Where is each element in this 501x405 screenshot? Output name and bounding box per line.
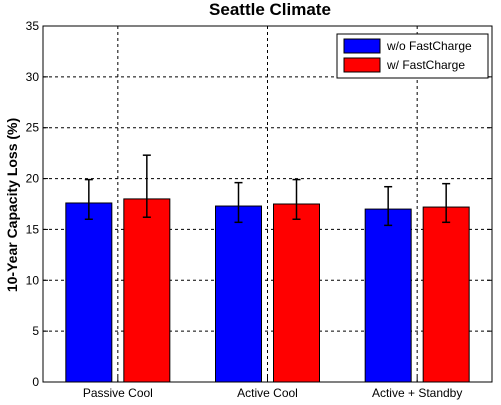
bar-with-fastcharge (422, 206, 470, 383)
plot-area: 0 5 10 15 20 25 30 35 Passive Cool Active Cool Act… (26, 19, 493, 400)
y-tick-label: 30 (26, 70, 40, 84)
bar-without-fastcharge (364, 208, 412, 383)
legend-swatch (343, 57, 381, 73)
bar-without-fastcharge (65, 202, 113, 383)
y-tick-label: 10 (26, 273, 40, 287)
x-tick-label: Active + Standby (372, 386, 462, 400)
bar-with-fastcharge (123, 198, 171, 383)
y-tick-label: 20 (26, 172, 40, 186)
chart-title: Seattle Climate (209, 0, 331, 19)
legend-swatch (343, 38, 381, 54)
y-tick-label: 35 (26, 19, 40, 33)
y-tick-label: 25 (26, 121, 40, 135)
x-tick-label: Passive Cool (83, 386, 153, 400)
y-tick-label: 15 (26, 222, 40, 236)
plot-frame (42, 25, 493, 383)
legend-label: w/ FastCharge (386, 58, 465, 72)
legend-label: w/o FastCharge (386, 39, 472, 53)
bar-without-fastcharge (215, 205, 262, 383)
x-tick-label: Active Cool (237, 386, 298, 400)
y-tick-label: 0 (32, 375, 39, 389)
y-axis-label: 10-Year Capacity Loss (%) (4, 118, 20, 292)
y-tick-label: 5 (32, 324, 39, 338)
bar-with-fastcharge (273, 203, 320, 383)
